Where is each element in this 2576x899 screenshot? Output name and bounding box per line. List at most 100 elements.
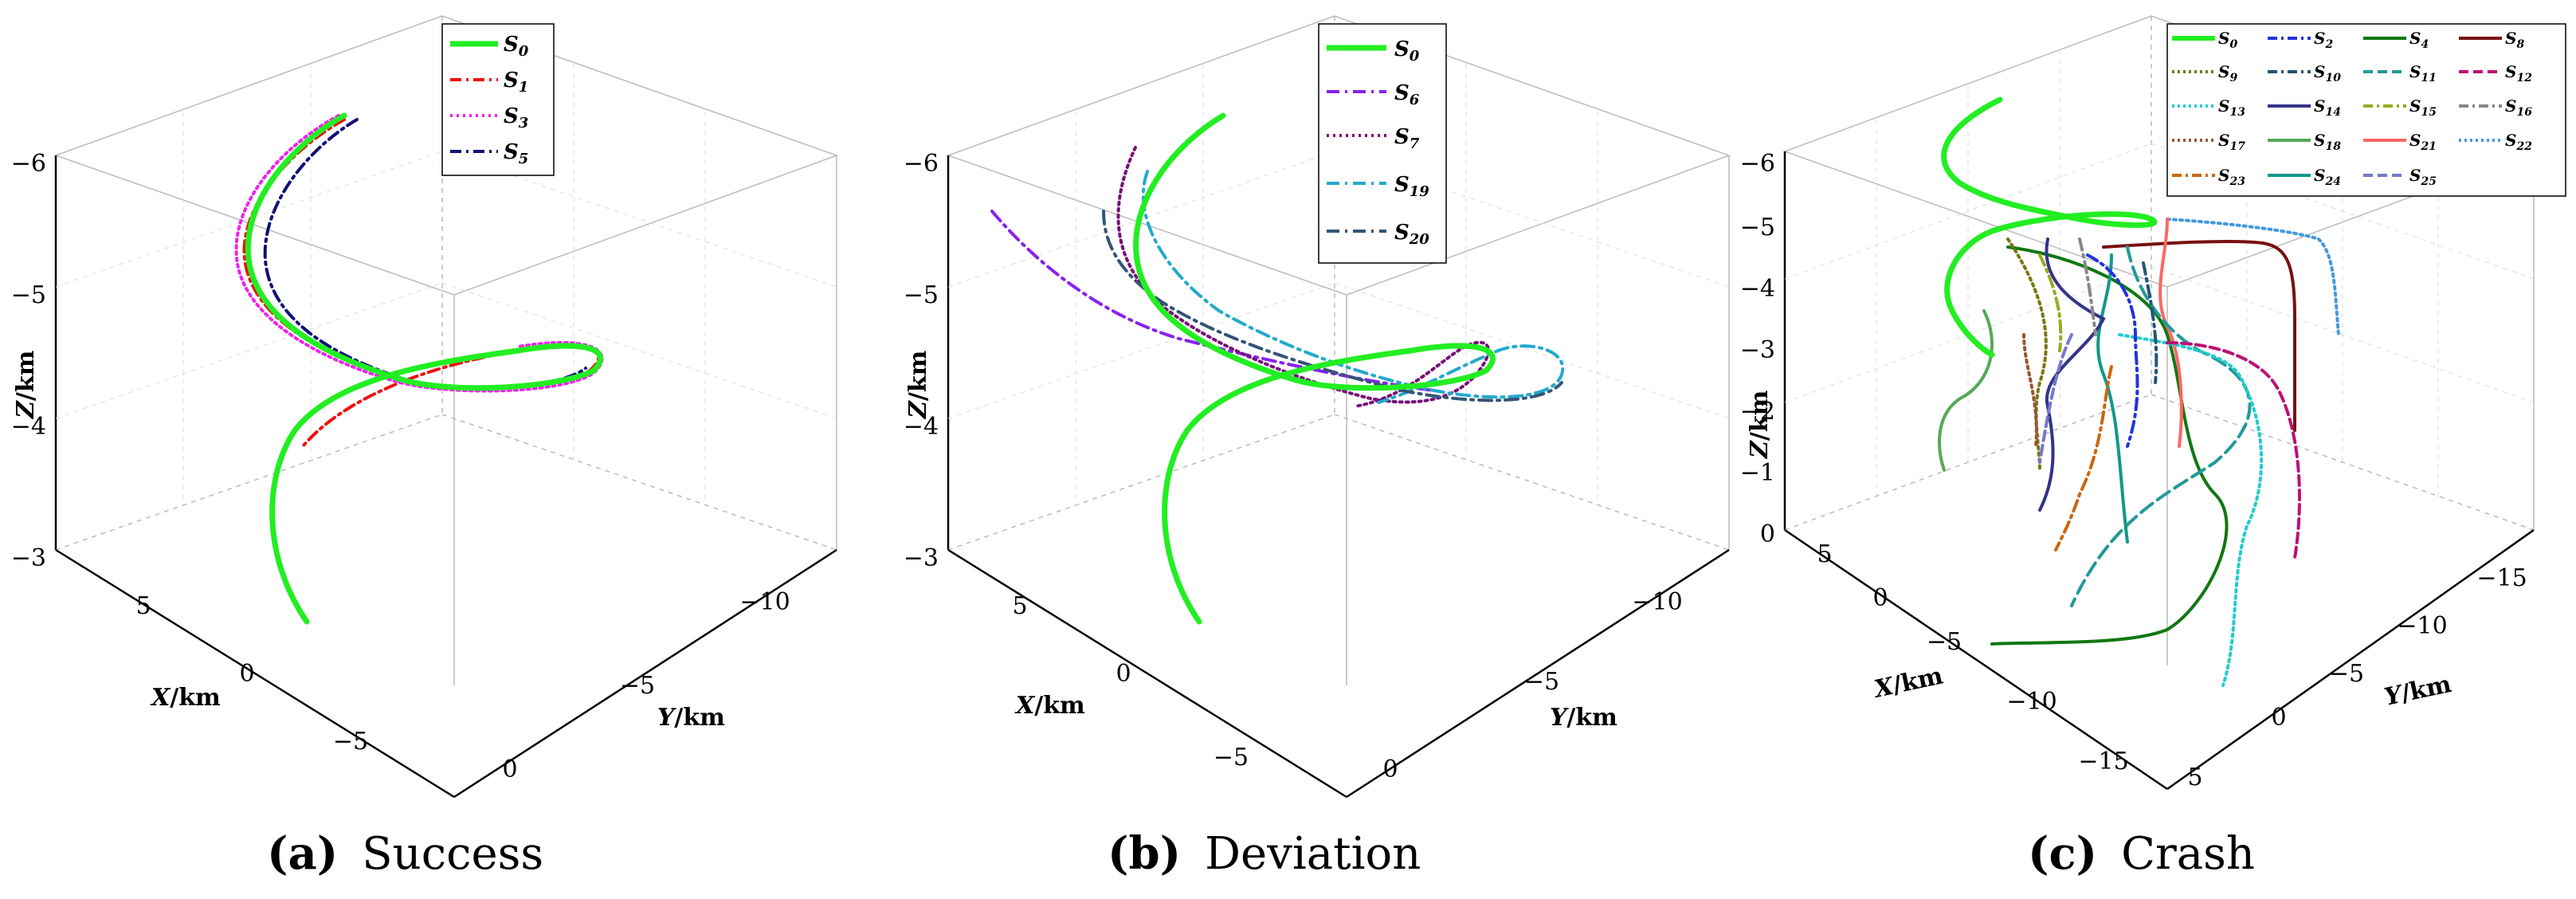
panel-a-axes-box	[53, 15, 839, 799]
series-S8-line	[2102, 239, 2297, 432]
panel-b-y-tick: −10	[1632, 588, 1682, 616]
series-S4-line	[1990, 245, 2229, 646]
panel-c-y-tick: 0	[2271, 704, 2286, 732]
panel-c-z-label: Z/km	[1746, 390, 1774, 459]
legend-S1-label: S1	[504, 69, 528, 96]
panel-c-trajectories	[1938, 96, 2340, 687]
panel-c-axes-box	[1782, 15, 2536, 791]
series-S20-line	[1102, 210, 1563, 402]
series-S22-line	[2166, 218, 2340, 336]
panel-c-z-tick: −6	[1740, 150, 1775, 178]
legend-S4-label: S4	[2409, 29, 2429, 51]
panel-c-z-tick: −4	[1740, 275, 1775, 303]
panel-a-z-label: Z/km	[12, 350, 40, 419]
legend-S23-label: S23	[2218, 166, 2245, 188]
series-S0-line	[245, 112, 603, 625]
panel-a-z-tick: −3	[11, 544, 46, 572]
legend-S8-label: S8	[2505, 29, 2524, 51]
panel-b-x-tick: 5	[1012, 592, 1027, 620]
panel-c-x-tick: −10	[2006, 688, 2056, 716]
panel-b-z-tick: −4	[904, 413, 939, 441]
series-S0-line	[1941, 96, 2158, 358]
panel-c-x-tick: 0	[1872, 584, 1888, 612]
panel-c-caption: (c) Crash	[2028, 827, 2255, 880]
legend-S17-label: S17	[2218, 131, 2245, 153]
panel-c-legend: S0 S2 S4 S8 S9 S10 S11 S12 S13 S14 S15 S…	[2166, 23, 2566, 197]
panel-b-x-label: X/km	[1014, 692, 1085, 720]
series-S13-line	[2118, 333, 2264, 687]
legend-S10-label: S10	[2314, 62, 2341, 84]
legend-S19-label: S19	[1394, 173, 1429, 200]
panel-a-z-tick: −6	[11, 150, 46, 178]
legend-S6-label: S6	[1394, 81, 1420, 108]
legend-S25-label: S25	[2409, 166, 2437, 188]
legend-S21-label: S21	[2409, 131, 2437, 153]
series-S15-line	[2038, 253, 2063, 352]
panel-b-legend: S0 S6 S7 S19 S20	[1318, 23, 1447, 264]
panel-a-y-label: Y/km	[657, 704, 725, 732]
panel-c-z-tick: −5	[1740, 214, 1775, 241]
panel-b-z-tick: −3	[904, 544, 939, 572]
legend-S5-label: S5	[504, 140, 528, 167]
panel-a-success: −3 −4 −5 −6 5 0 −5 0 −5 −10 Z/km X/km Y/…	[11, 15, 839, 880]
series-S25-line	[2038, 333, 2073, 464]
legend-S18-label: S18	[2314, 131, 2341, 153]
panel-b-x-tick: −5	[1214, 744, 1249, 771]
series-S19-line	[1141, 170, 1565, 404]
legend-S2-label: S2	[2314, 29, 2333, 51]
panel-a-trajectories	[234, 112, 604, 625]
legend-S7-label: S7	[1394, 125, 1420, 152]
panel-a-y-tick: −5	[620, 672, 655, 700]
series-S24-line	[2096, 253, 2129, 544]
panel-b-trajectories	[990, 112, 1565, 625]
panel-a-z-tick: −5	[11, 281, 46, 309]
panel-c-x-tick: −5	[1927, 628, 1962, 656]
legend-S15-label: S15	[2409, 96, 2437, 119]
series-S0-line	[1133, 112, 1496, 625]
legend-S22-label: S22	[2505, 131, 2532, 153]
panel-c-y-label: Y/km	[2382, 670, 2454, 712]
panel-c-x-tick: 5	[1817, 540, 1832, 568]
panel-c-y-tick: −15	[2476, 564, 2527, 592]
panel-c-z-tick: −1	[1740, 459, 1775, 487]
panel-c-x-tick: −15	[2078, 748, 2128, 775]
series-S12-line	[2166, 341, 2301, 559]
panel-c-z-tick: 0	[1760, 520, 1775, 548]
panel-b-x-tick: 0	[1115, 660, 1131, 688]
panel-a-x-tick: 0	[239, 660, 254, 688]
panel-b-y-tick: −5	[1524, 668, 1559, 696]
legend-S12-label: S12	[2505, 62, 2532, 84]
series-S9-line	[2006, 238, 2048, 472]
legend-S0-label: S0	[2218, 29, 2237, 51]
panel-a-y-tick: −10	[739, 588, 790, 616]
panel-c-z-tick: −2	[1740, 398, 1775, 426]
panel-b-deviation: −3 −4 −5 −6 5 0 −5 0 −5 −10 Z/km X/km Y/…	[904, 15, 1731, 880]
series-S10-line	[2142, 261, 2158, 384]
legend-S16-label: S16	[2505, 96, 2532, 119]
panel-c-crash: 0 −1 −2 −3 −4 −5 −6 5 0 −5 −10 −15 5 0 −…	[1740, 15, 2566, 880]
panel-a-x-label: X/km	[150, 684, 221, 712]
series-S23-line	[2054, 365, 2113, 552]
series-S17-line	[2022, 333, 2038, 448]
panel-a-x-tick: −5	[333, 728, 368, 756]
series-S11-line	[2070, 245, 2252, 607]
series-S16-line	[2078, 238, 2097, 336]
legend-S14-label: S14	[2314, 96, 2341, 119]
legend-S9-label: S9	[2218, 62, 2237, 84]
panel-a-x-tick: 5	[135, 592, 151, 620]
legend-S3-label: S3	[504, 104, 528, 132]
series-S7-line	[1116, 146, 1491, 408]
legend-S20-label: S20	[1394, 221, 1429, 248]
panel-c-y-tick: −5	[2329, 660, 2364, 688]
panel-b-y-tick: 0	[1382, 756, 1398, 783]
series-S2-line	[2086, 253, 2139, 448]
legend-S0-label: S0	[504, 33, 529, 60]
panel-b-axes-box	[946, 15, 1731, 799]
legend-S13-label: S13	[2218, 96, 2245, 119]
series-S18-line	[1938, 309, 1994, 472]
panel-a-y-tick: 0	[502, 756, 517, 783]
panel-b-y-label: Y/km	[1550, 704, 1617, 732]
panel-c-z-tick: −3	[1740, 336, 1775, 364]
panel-b-z-tick: −5	[904, 281, 939, 309]
